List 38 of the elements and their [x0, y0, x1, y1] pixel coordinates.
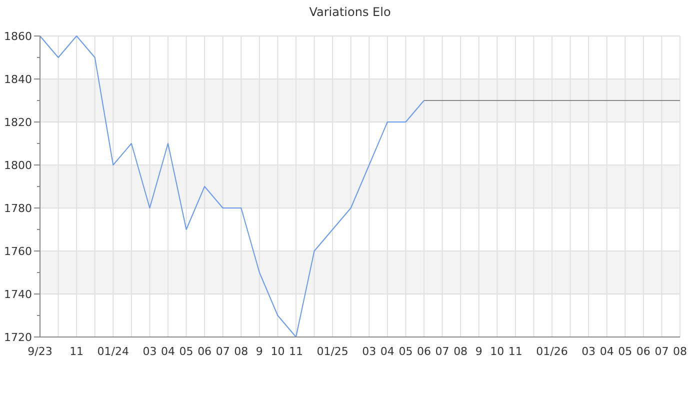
- x-tick-label: 9/23: [28, 345, 52, 358]
- y-tick-label: 1860: [4, 30, 32, 43]
- x-tick-label: 01/25: [316, 345, 348, 358]
- x-tick-label: 01/24: [97, 345, 129, 358]
- x-tick-label: 03: [362, 345, 376, 358]
- y-tick-label: 1760: [4, 244, 32, 258]
- x-tick-label: 9: [256, 345, 263, 358]
- y-tick-label: 1840: [4, 72, 32, 86]
- x-tick-label: 05: [179, 345, 194, 358]
- chart-title: Variations Elo: [309, 5, 391, 19]
- y-tick-label: 1720: [4, 330, 32, 344]
- x-tick-label: 03: [142, 345, 157, 358]
- x-tick-label: 06: [417, 345, 431, 358]
- x-tick-label: 07: [654, 345, 669, 358]
- y-tick-label: 1820: [4, 116, 32, 129]
- x-tick-label: 08: [234, 345, 248, 358]
- x-tick-label: 07: [435, 345, 450, 358]
- x-tick-label: 04: [380, 345, 394, 358]
- x-tick-label: 08: [454, 345, 468, 358]
- x-tick-label: 03: [582, 345, 596, 358]
- x-tick-label: 06: [636, 345, 650, 358]
- y-tick-label: 1780: [4, 202, 32, 215]
- x-tick-label: 07: [216, 345, 230, 358]
- x-tick-label: 04: [161, 345, 175, 358]
- x-tick-label: 08: [673, 345, 687, 358]
- x-tick-label: 06: [198, 345, 212, 358]
- x-tick-label: 05: [398, 345, 413, 358]
- x-tick-label: 05: [618, 345, 632, 358]
- x-tick-label: 11: [70, 345, 84, 358]
- y-tick-label: 1800: [4, 158, 32, 172]
- x-tick-label: 04: [600, 345, 614, 358]
- x-tick-label: 11: [289, 345, 303, 358]
- x-tick-label: 10: [270, 345, 285, 358]
- y-tick-label: 1740: [4, 288, 32, 301]
- x-tick-label: 11: [508, 345, 522, 358]
- x-tick-label: 10: [490, 345, 504, 358]
- x-tick-label: 01/26: [536, 345, 568, 358]
- x-tick-label: 9: [475, 345, 482, 358]
